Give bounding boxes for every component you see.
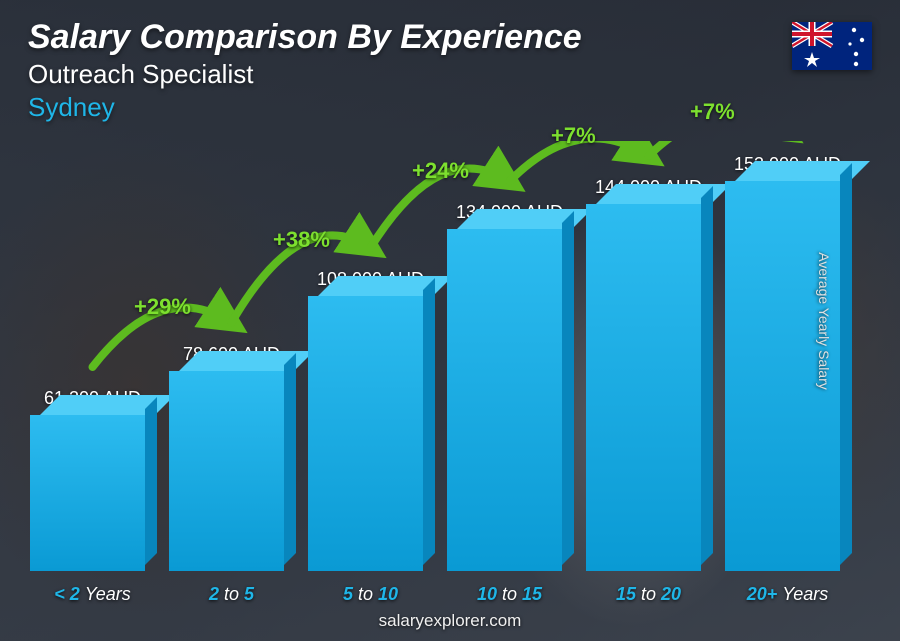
- bar: 61,200 AUD: [30, 388, 155, 571]
- x-axis-label: 5 to 10: [308, 584, 433, 605]
- page-subtitle: Outreach Specialist: [28, 59, 582, 90]
- australia-flag-icon: [792, 22, 872, 70]
- bar: 78,600 AUD: [169, 344, 294, 571]
- x-axis: < 2 Years 2 to 5 5 to 10 10 to 15 15 to 20 20…: [30, 584, 850, 605]
- x-axis-label: 2 to 5: [169, 584, 294, 605]
- x-axis-label: 15 to 20: [586, 584, 711, 605]
- page-title: Salary Comparison By Experience: [28, 18, 582, 57]
- bar: 144,000 AUD: [586, 177, 711, 571]
- page-location: Sydney: [28, 92, 582, 123]
- x-axis-label: 20+ Years: [725, 584, 850, 605]
- x-axis-label: 10 to 15: [447, 584, 572, 605]
- bar: 108,000 AUD: [308, 269, 433, 571]
- salary-bar-chart: 61,200 AUD78,600 AUD108,000 AUD134,000 A…: [30, 141, 850, 571]
- source-attribution: salaryexplorer.com: [0, 611, 900, 631]
- header: Salary Comparison By Experience Outreach…: [28, 18, 582, 123]
- y-axis-label: Average Yearly Salary: [815, 252, 831, 390]
- bar: 134,000 AUD: [447, 202, 572, 571]
- x-axis-label: < 2 Years: [30, 584, 155, 605]
